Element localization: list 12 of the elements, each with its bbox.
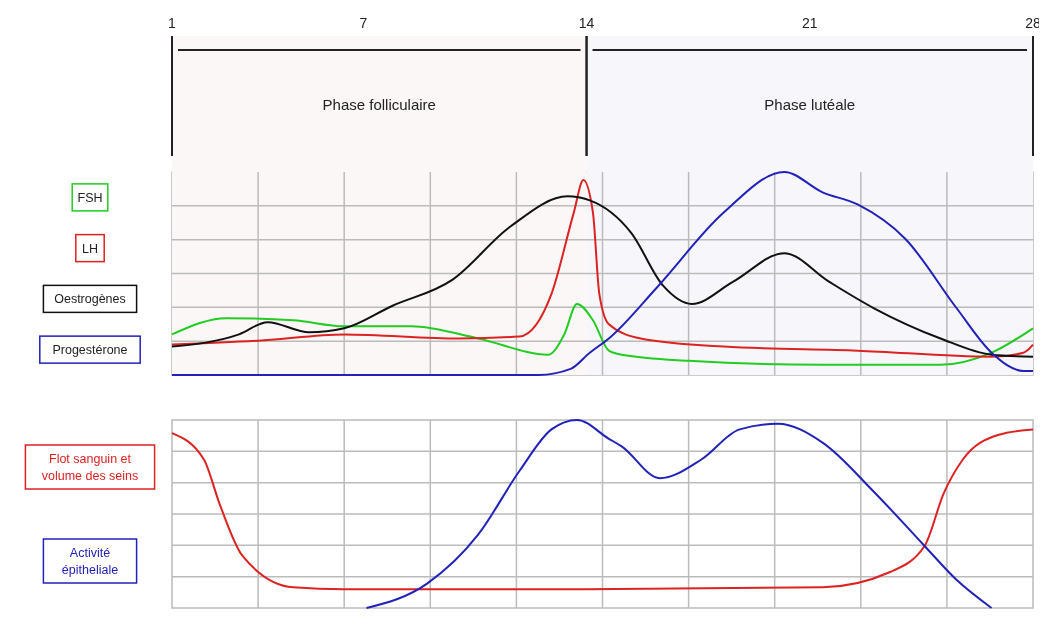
- text: Activité épitheliale: [61, 546, 119, 577]
- x-tick-label: 14: [578, 15, 595, 31]
- text: Flot sanguin et volume des seins: [41, 452, 139, 483]
- x-tick-label: 1: [168, 15, 177, 31]
- band-label: Phase folliculaire: [322, 96, 436, 113]
- text: Oestrogènes: [54, 292, 126, 307]
- text: LH: [82, 241, 98, 256]
- text: Progestérone: [52, 343, 128, 358]
- x-tick-label: 21: [801, 15, 818, 31]
- x-tick-label: 7: [359, 15, 368, 31]
- band-label: Phase lutéale: [764, 96, 856, 113]
- text: FSH: [77, 190, 103, 205]
